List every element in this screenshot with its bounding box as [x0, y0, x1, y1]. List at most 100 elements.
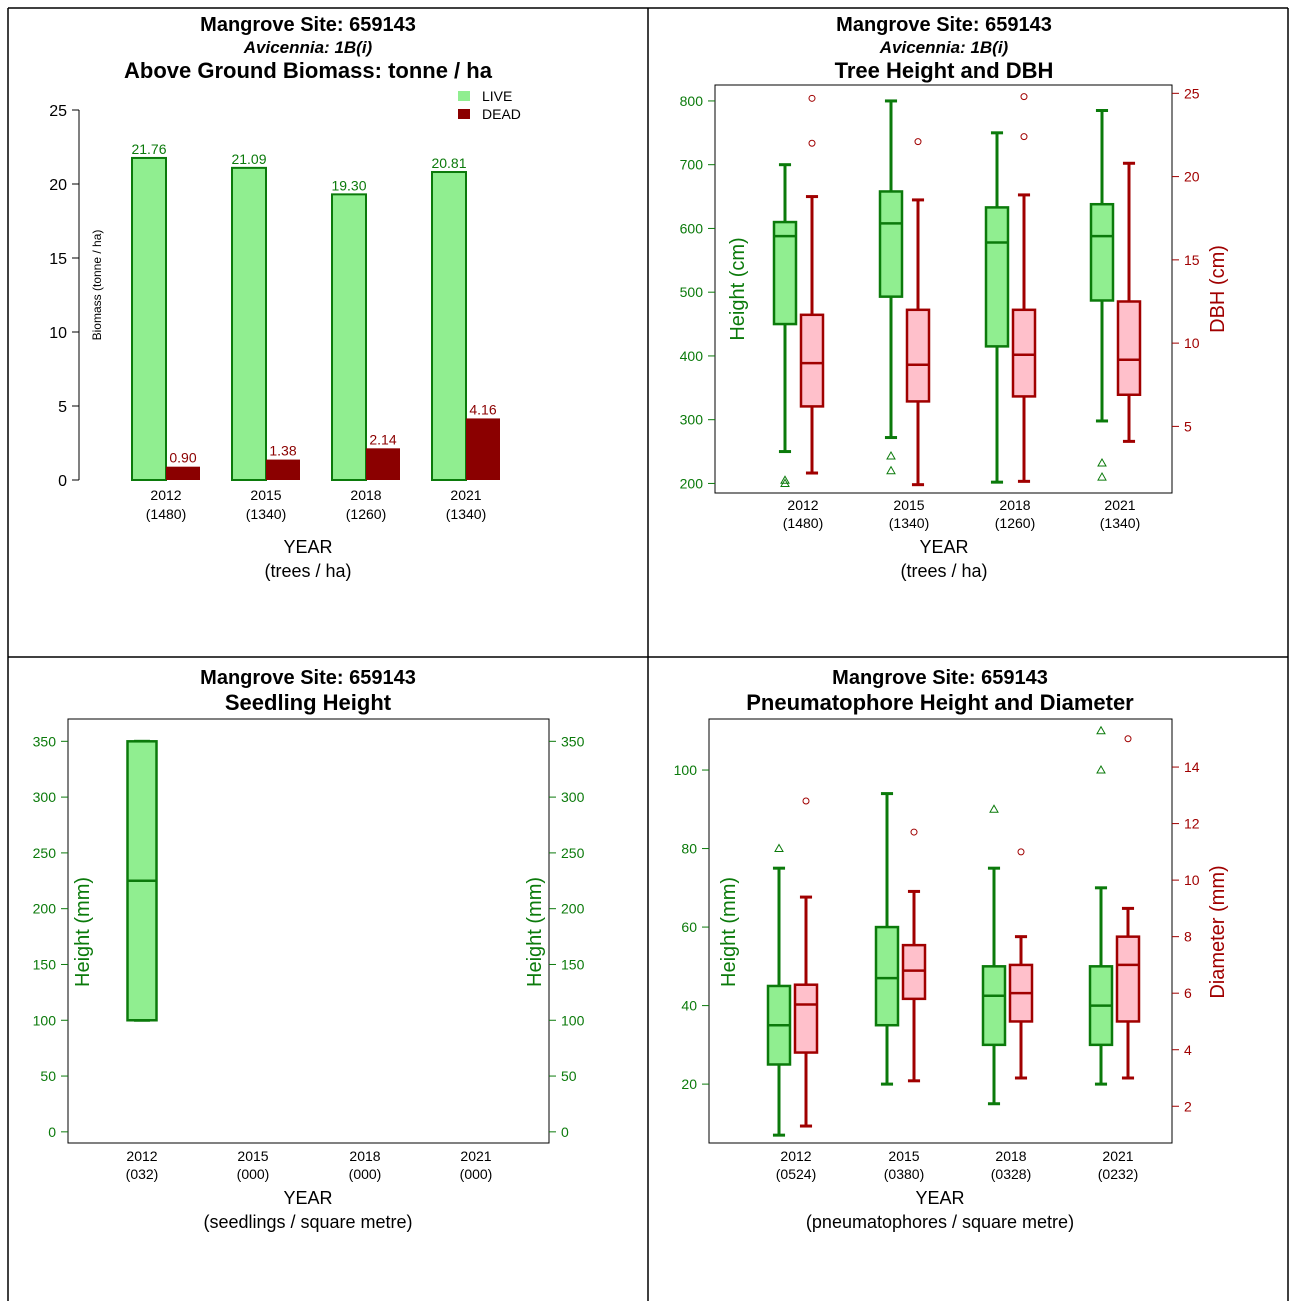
height-box-outlier [1098, 459, 1106, 466]
x-tick-label-year: 2018 [995, 1148, 1026, 1164]
tree-title-species: Avicennia: 1B(i) [879, 38, 1009, 57]
biomass-x-axis-title: YEAR [283, 537, 332, 557]
tree-left-axis: 200 300 400 500 600 700 800 [680, 93, 715, 492]
live-bar [232, 168, 266, 480]
pneumatophore-panel: Mangrove Site: 659143 Pneumatophore Heig… [674, 667, 1229, 1232]
x-tick-label-count: (1340) [1100, 515, 1140, 531]
seedling-height-panel: Mangrove Site: 659143 Seedling Height 0 5… [33, 667, 585, 1232]
dbh-box-box [801, 315, 823, 407]
live-bar-value-label: 19.30 [331, 177, 366, 193]
dead-bar-value-label: 1.38 [269, 443, 296, 459]
tree-boxplots [774, 94, 1140, 487]
pneumatophore-height-y-tick-label: 60 [681, 919, 697, 935]
tree-dbh-y-tick-label: 25 [1184, 85, 1200, 101]
x-tick-label-year: 2021 [1104, 497, 1135, 513]
x-tick-label-count: (0524) [776, 1166, 816, 1182]
pneumatophore-height-y-tick-label: 100 [674, 762, 698, 778]
tree-height-y-tick-label: 500 [680, 284, 704, 300]
tree-height-dbh-panel: Mangrove Site: 659143 Avicennia: 1B(i) T… [680, 14, 1229, 581]
x-tick-label-year: 2021 [450, 487, 481, 503]
dbh-box-outlier [809, 140, 815, 146]
pneumatophore-height-box-outlier [775, 845, 783, 852]
height-box-box [774, 222, 796, 324]
x-tick-label-year: 2012 [150, 487, 181, 503]
pneumatophore-diameter-box-outlier [803, 798, 809, 804]
height-box-box [986, 207, 1008, 346]
pneumatophore-diameter-box-outlier [1125, 736, 1131, 742]
pneumatophore-right-axis: 2 4 6 8 10 12 14 [1172, 759, 1200, 1114]
pneumatophore-diameter-box-outlier [1018, 849, 1024, 855]
x-tick-label-count: (032) [126, 1166, 159, 1182]
x-tick-label-count: (1340) [446, 506, 486, 522]
pneumatophore-diameter-y-tick-label: 2 [1184, 1098, 1192, 1114]
tree-dbh-y-tick-label: 20 [1184, 169, 1200, 185]
x-tick-label-year: 2021 [460, 1148, 491, 1164]
seedling-left-y-tick-label: 100 [33, 1012, 57, 1028]
x-tick-label-year: 2015 [250, 487, 281, 503]
dead-bar [366, 448, 400, 480]
tree-height-y-tick-label: 800 [680, 93, 704, 109]
x-tick-label-year: 2015 [237, 1148, 268, 1164]
legend-dead-swatch [458, 109, 470, 119]
seedling-left-y-tick-label: 150 [33, 957, 57, 973]
height-box-box [880, 191, 902, 296]
seedling-left-axis-label: Height (mm) [72, 877, 94, 987]
tree-height-y-tick-label: 200 [680, 475, 704, 491]
biomass-y-tick-label: 0 [58, 473, 67, 490]
tree-dbh-y-tick-label: 10 [1184, 335, 1200, 351]
x-tick-label-year: 2021 [1102, 1148, 1133, 1164]
x-tick-label-count: (1260) [346, 506, 386, 522]
biomass-legend: LIVE DEAD [458, 88, 521, 122]
x-tick-label-year: 2018 [349, 1148, 380, 1164]
x-tick-label-year: 2012 [780, 1148, 811, 1164]
seedling-left-y-tick-label: 0 [48, 1124, 56, 1140]
tree-height-y-tick-label: 600 [680, 220, 704, 236]
seedling-right-y-tick-label: 300 [561, 789, 585, 805]
pneumatophore-x-tick-labels: 2012 (0524) 2015 (0380) 2018 (0328) 2021 (0232) [776, 1148, 1138, 1182]
tree-x-tick-labels: 2012(1480)2015(1340)2018(1260)2021(1340) [783, 497, 1140, 531]
x-tick-label-count: (1340) [889, 515, 929, 531]
seedling-x-axis-subtitle: (seedlings / square metre) [203, 1212, 412, 1232]
tree-title-main: Tree Height and DBH [835, 58, 1054, 83]
seedling-title-main: Seedling Height [225, 690, 392, 715]
dead-bar-value-label: 2.14 [369, 431, 396, 447]
height-box-box [1091, 204, 1113, 300]
seedling-title-site: Mangrove Site: 659143 [200, 667, 416, 689]
biomass-x-tick-labels: 2012 (1480) 2015 (1340) 2018 (1260) 2021 (1340) [146, 487, 486, 522]
tree-dbh-y-tick-label: 15 [1184, 252, 1200, 268]
seedling-right-axis-label: Height (mm) [524, 877, 546, 987]
seedling-left-axis: 0 50 100 150 200 250 300 350 [33, 733, 68, 1140]
seedling-right-y-tick-label: 350 [561, 733, 585, 749]
x-tick-label-year: 2018 [350, 487, 381, 503]
tree-left-axis-label: Height (cm) [727, 237, 749, 340]
seedling-x-axis-title: YEAR [283, 1188, 332, 1208]
seedling-x-tick-labels: 2012(032)2015(000)2018(000)2021(000) [126, 1148, 493, 1182]
seedling-boxplots [128, 741, 157, 1020]
pneumatophore-height-y-tick-label: 20 [681, 1076, 697, 1092]
x-tick-label-count: (000) [460, 1166, 493, 1182]
dead-bar [466, 418, 500, 480]
seedling-right-y-tick-label: 0 [561, 1124, 569, 1140]
tree-x-axis-title: YEAR [919, 537, 968, 557]
seedling-right-y-tick-label: 250 [561, 845, 585, 861]
biomass-y-tick-label: 5 [58, 399, 67, 416]
pneumatophore-title-main: Pneumatophore Height and Diameter [746, 690, 1134, 715]
dbh-box-outlier [1021, 94, 1027, 100]
x-tick-label-count: (1480) [783, 515, 823, 531]
pneumatophore-height-box-outlier [1097, 727, 1105, 734]
height-box-outlier [1098, 473, 1106, 480]
biomass-bars: 21.76 0.90 21.09 1.38 19.30 2.14 20.81 4.16 [131, 141, 500, 480]
pneumatophore-height-box-box [876, 927, 898, 1025]
x-tick-label-count: (0232) [1098, 1166, 1138, 1182]
x-tick-label-count: (1260) [995, 515, 1035, 531]
x-tick-label-count: (000) [349, 1166, 382, 1182]
dead-bar-value-label: 4.16 [469, 401, 496, 417]
height-box-outlier [887, 467, 895, 474]
height-box-outlier [887, 452, 895, 459]
seedling-right-y-tick-label: 200 [561, 901, 585, 917]
seedling-left-y-tick-label: 50 [40, 1068, 56, 1084]
seedling-right-axis: 050100150200250300350 [549, 733, 585, 1140]
biomass-y-axis: 0 5 10 15 20 25 [49, 103, 79, 490]
pneumatophore-height-box-outlier [990, 805, 998, 812]
